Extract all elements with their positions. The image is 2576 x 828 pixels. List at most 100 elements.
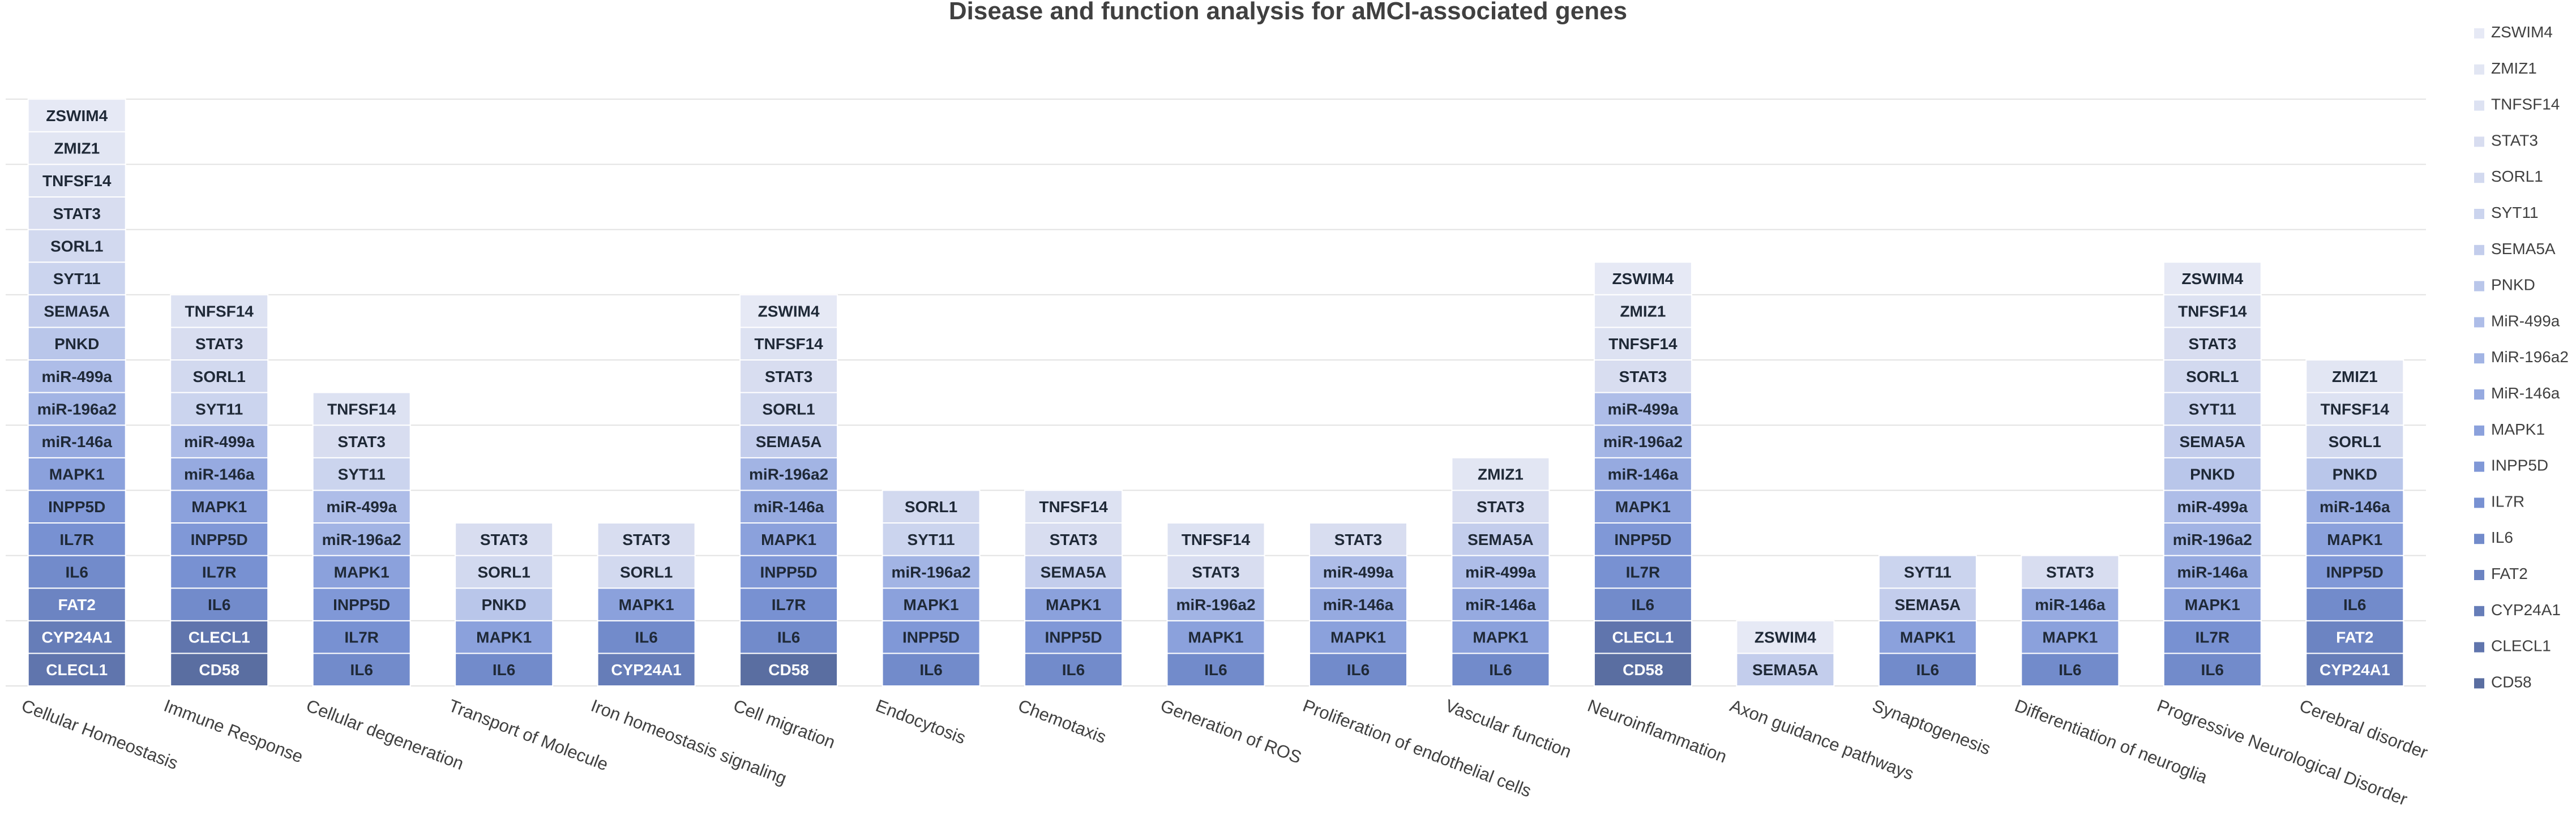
segment-label: ZSWIM4 bbox=[2181, 270, 2243, 288]
segment-stat3 bbox=[2021, 555, 2120, 589]
segment-mir-499a bbox=[1308, 555, 1407, 589]
segment-sorl1 bbox=[882, 490, 981, 524]
segment-label: SEMA5A bbox=[1752, 661, 1818, 679]
segment-zswim4 bbox=[1736, 620, 1835, 654]
segment-il7r bbox=[27, 522, 126, 556]
legend-label: MiR-146a bbox=[2491, 384, 2560, 402]
segment-mir-196a2 bbox=[2163, 522, 2262, 556]
segment-label: CYP24A1 bbox=[611, 661, 682, 679]
segment-label: PNKD bbox=[2190, 466, 2235, 483]
bar-transport-of-molecule: IL6 MAPK1 PNKD SORL1 STAT3 bbox=[455, 522, 554, 687]
segment-label: IL6 bbox=[2201, 661, 2224, 679]
segment-label: IL6 bbox=[1062, 661, 1085, 679]
legend-swatch bbox=[2474, 461, 2484, 472]
segment-il6 bbox=[27, 555, 126, 589]
segment-label: miR-196a2 bbox=[37, 400, 117, 418]
segment-mir-196a2 bbox=[882, 555, 981, 589]
legend-swatch bbox=[2474, 389, 2484, 400]
segment-fat2 bbox=[2305, 620, 2404, 654]
segment-label: STAT3 bbox=[1619, 368, 1667, 385]
legend-label: ZMIZ1 bbox=[2491, 59, 2537, 77]
segment-label: IL7R bbox=[1626, 563, 1661, 581]
segment-inpp5d bbox=[2305, 555, 2404, 589]
segment-tnfsf14 bbox=[739, 327, 838, 361]
legend-item-zmiz1: ZMIZ1 bbox=[2474, 59, 2537, 77]
segment-label: TNFSF14 bbox=[42, 172, 112, 190]
legend-swatch bbox=[2474, 317, 2484, 328]
legend-label: SORL1 bbox=[2491, 168, 2543, 185]
legend-label: CD58 bbox=[2491, 673, 2532, 690]
segment-mir-499a bbox=[312, 490, 411, 524]
segment-label: miR-499a bbox=[41, 368, 112, 385]
segment-label: miR-146a bbox=[2035, 596, 2106, 614]
segment-stat3 bbox=[455, 522, 554, 556]
x-tick-label: Proliferation of endothelial cells bbox=[1300, 696, 1534, 801]
segment-il7r bbox=[739, 587, 838, 621]
x-tick-label: Immune Response bbox=[161, 696, 306, 767]
segment-label: STAT3 bbox=[1477, 498, 1525, 516]
segment-label: ZMIZ1 bbox=[1620, 303, 1666, 320]
segment-label: SEMA5A bbox=[756, 433, 822, 451]
legend-swatch bbox=[2474, 64, 2484, 75]
segment-label: IL6 bbox=[350, 661, 373, 679]
segment-il6 bbox=[1878, 653, 1977, 687]
segment-label: TNFSF14 bbox=[1039, 498, 1108, 516]
segment-mapk1 bbox=[455, 620, 554, 654]
segment-stat3 bbox=[2163, 327, 2262, 361]
segment-label: INPP5D bbox=[1045, 629, 1102, 646]
chart-title: Disease and function analysis for aMCI-a… bbox=[949, 0, 1627, 25]
segment-tnfsf14 bbox=[27, 164, 126, 198]
segment-il7r bbox=[312, 620, 411, 654]
segment-label: TNFSF14 bbox=[1182, 531, 1251, 548]
bar-proliferation-of-endothelial-cells: IL6 MAPK1 miR-146a miR-499a STAT3 bbox=[1308, 522, 1407, 687]
segment-label: IL6 bbox=[1489, 661, 1512, 679]
segment-label: SEMA5A bbox=[1895, 596, 1961, 614]
segment-label: INPP5D bbox=[2326, 563, 2384, 581]
segment-mir-196a2 bbox=[312, 522, 411, 556]
legend-item-cyp24a1: CYP24A1 bbox=[2474, 601, 2561, 619]
segment-label: FAT2 bbox=[58, 596, 96, 614]
segment-label: miR-146a bbox=[754, 498, 824, 516]
segment-label: TNFSF14 bbox=[327, 400, 396, 418]
segment-il6 bbox=[739, 620, 838, 654]
segment-label: ZSWIM4 bbox=[758, 303, 820, 320]
segment-label: TNFSF14 bbox=[1608, 335, 1678, 353]
bar-progressive-neurological-disorder: IL6 IL7R MAPK1 miR-146a miR-196a2 miR-499a PNK… bbox=[2163, 261, 2262, 687]
segment-il6 bbox=[1308, 653, 1407, 687]
legend-item-inpp5d: INPP5D bbox=[2474, 457, 2548, 474]
segment-label: ZSWIM4 bbox=[46, 107, 108, 125]
segment-sema5a bbox=[1024, 555, 1123, 589]
segment-label: SYT11 bbox=[195, 400, 243, 418]
segment-il6 bbox=[455, 653, 554, 687]
segment-fat2 bbox=[27, 587, 126, 621]
segment-label: SORL1 bbox=[2186, 368, 2239, 385]
legend-label: INPP5D bbox=[2491, 457, 2548, 474]
legend-item-mir-146a: MiR-146a bbox=[2474, 384, 2560, 402]
segment-stat3 bbox=[739, 359, 838, 393]
segment-tnfsf14 bbox=[1593, 327, 1692, 361]
bar-iron-homeostasis-signaling: CYP24A1 IL6 MAPK1 SORL1 STAT3 bbox=[597, 522, 696, 687]
x-tick-label: Endocytosis bbox=[873, 696, 969, 748]
segment-sema5a bbox=[27, 294, 126, 328]
segment-zswim4 bbox=[1593, 261, 1692, 295]
bar-generation-of-ros: IL6 MAPK1 miR-196a2 STAT3 TNFSF14 bbox=[1166, 522, 1265, 687]
segment-mapk1 bbox=[312, 555, 411, 589]
legend-swatch bbox=[2474, 353, 2484, 364]
segment-label: miR-196a2 bbox=[892, 563, 971, 581]
segment-syt11 bbox=[2163, 392, 2262, 426]
segment-label: SORL1 bbox=[762, 400, 815, 418]
segment-mapk1 bbox=[27, 457, 126, 491]
segment-mapk1 bbox=[2021, 620, 2120, 654]
legend-item-il6: IL6 bbox=[2474, 529, 2513, 546]
legend-label: PNKD bbox=[2491, 276, 2535, 294]
segment-label: MAPK1 bbox=[1188, 629, 1243, 646]
segment-mapk1 bbox=[1878, 620, 1977, 654]
segment-il6 bbox=[1166, 653, 1265, 687]
legend-item-il7r: IL7R bbox=[2474, 492, 2524, 510]
segment-label: SYT11 bbox=[2189, 400, 2236, 418]
bar-neuroinflammation: CD58 CLECL1 IL6 IL7R INPP5D MAPK1 miR-146a miR-… bbox=[1593, 261, 1692, 687]
segment-label: SORL1 bbox=[620, 563, 673, 581]
segment-inpp5d bbox=[739, 555, 838, 589]
legend-swatch bbox=[2474, 244, 2484, 255]
